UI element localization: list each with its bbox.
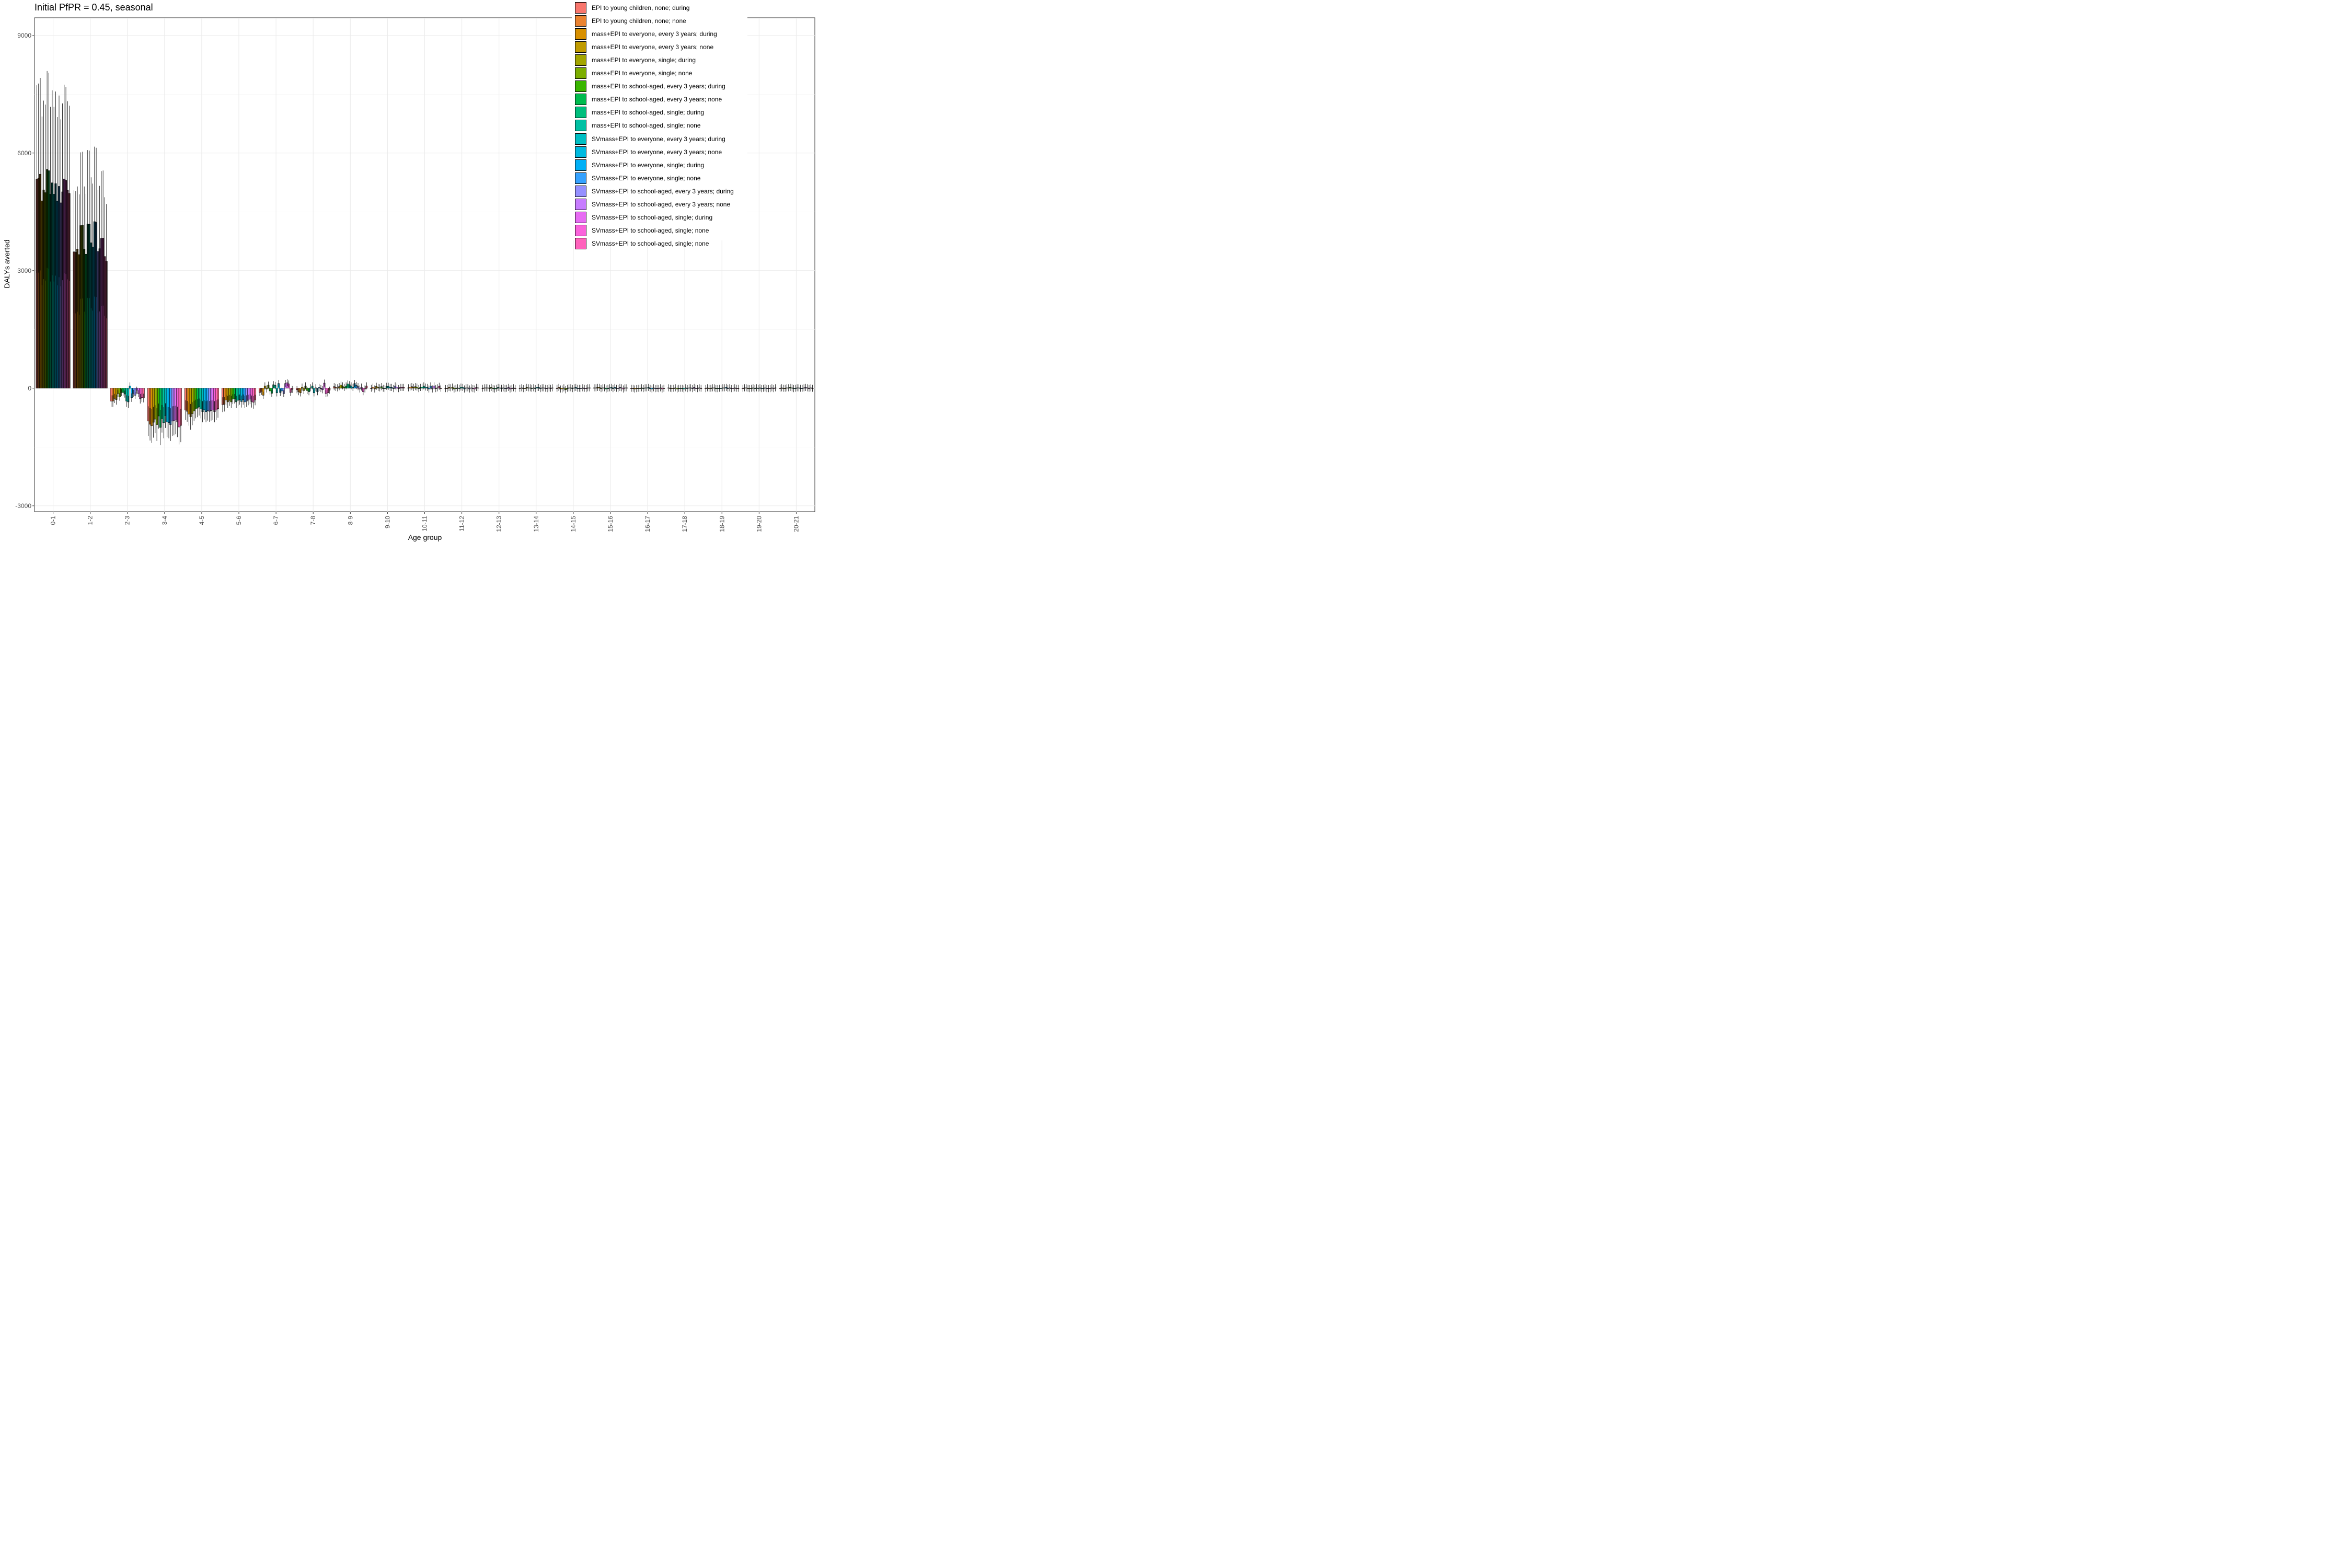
- legend-item: mass+EPI to everyone, every 3 years; non…: [575, 40, 713, 53]
- legend-item: SVmass+EPI to school-aged, single; durin…: [575, 211, 712, 224]
- legend-label: mass+EPI to school-aged, single; during: [592, 109, 705, 117]
- x-tick-label: 5-6: [235, 516, 243, 525]
- legend-key-swatch: [575, 146, 586, 158]
- legend-key-swatch: [575, 54, 586, 66]
- legend-key-swatch: [575, 199, 586, 210]
- legend-item: mass+EPI to school-aged, every 3 years; …: [575, 80, 725, 93]
- legend-label: SVmass+EPI to school-aged, single; durin…: [592, 214, 713, 222]
- legend-label: SVmass+EPI to school-aged, single; none: [592, 240, 709, 248]
- legend-label: mass+EPI to school-aged, single; none: [592, 122, 701, 130]
- legend-key-swatch: [575, 80, 586, 93]
- legend-label: mass+EPI to everyone, every 3 years; dur…: [592, 30, 717, 38]
- legend-label: SVmass+EPI to everyone, every 3 years; d…: [592, 135, 725, 143]
- x-tick-label: 18-19: [718, 516, 725, 532]
- legend-label: mass+EPI to everyone, single; during: [592, 56, 696, 64]
- x-tick-label: 6-7: [272, 516, 280, 525]
- legend-key-swatch: [575, 41, 586, 53]
- legend-key-swatch: [575, 28, 586, 40]
- x-tick-label: 19-20: [755, 516, 763, 532]
- legend-key-swatch: [575, 2, 586, 14]
- legend-label: SVmass+EPI to school-aged, single; none: [592, 227, 709, 235]
- legend-item: mass+EPI to everyone, single; during: [575, 53, 696, 66]
- legend-item: mass+EPI to school-aged, single; during: [575, 106, 704, 119]
- y-axis: -3000 0 3000 6000 9000: [15, 32, 34, 510]
- error-bars-layer: [37, 71, 813, 445]
- legend-item: mass+EPI to everyone, single; none: [575, 67, 692, 80]
- chart-title: Initial PfPR = 0.45, seasonal: [34, 2, 153, 13]
- y-tick-label: 9000: [17, 32, 31, 39]
- legend-key-swatch: [575, 133, 586, 145]
- bars-layer: [36, 169, 814, 428]
- legend-key-swatch: [575, 107, 586, 119]
- y-tick-label: 6000: [17, 149, 31, 157]
- x-tick-label: 13-14: [533, 516, 540, 532]
- legend-label: SVmass+EPI to school-aged, every 3 years…: [592, 187, 734, 195]
- legend-item: SVmass+EPI to everyone, single; during: [575, 158, 704, 171]
- legend-label: SVmass+EPI to school-aged, every 3 years…: [592, 201, 731, 208]
- legend-key-swatch: [575, 120, 586, 132]
- legend-key-swatch: [575, 15, 586, 27]
- legend: EPI to young children, none; during EPI t…: [572, 0, 747, 250]
- legend-key-swatch: [575, 225, 586, 237]
- x-tick-label: 15-16: [607, 516, 614, 532]
- x-tick-label: 7-8: [309, 516, 317, 525]
- legend-key-swatch: [575, 94, 586, 106]
- x-axis: 0-1 1-2 2-3 3-4 4-5 5-6 6-7 7-8 8-9 9-10 10-11 11-1…: [50, 512, 800, 532]
- legend-label: EPI to young children, none; none: [592, 17, 686, 25]
- legend-label: mass+EPI to everyone, every 3 years; non…: [592, 43, 714, 51]
- legend-item: SVmass+EPI to school-aged, single; none: [575, 237, 709, 250]
- legend-item: EPI to young children, none; during: [575, 1, 689, 14]
- legend-key-swatch: [575, 212, 586, 224]
- legend-key-swatch: [575, 238, 586, 250]
- legend-label: EPI to young children, none; during: [592, 4, 690, 11]
- x-tick-label: 10-11: [421, 516, 429, 532]
- legend-label: SVmass+EPI to everyone, single; during: [592, 161, 705, 169]
- legend-item: SVmass+EPI to school-aged, single; none: [575, 224, 709, 237]
- legend-item: SVmass+EPI to everyone, every 3 years; n…: [575, 145, 722, 158]
- x-tick-label: 8-9: [347, 516, 354, 525]
- legend-item: SVmass+EPI to school-aged, every 3 years…: [575, 185, 734, 198]
- legend-item: mass+EPI to everyone, every 3 years; dur…: [575, 27, 717, 40]
- legend-key-swatch: [575, 172, 586, 184]
- legend-label: mass+EPI to everyone, single; none: [592, 70, 693, 77]
- legend-key-swatch: [575, 67, 586, 79]
- x-tick-label: 16-17: [644, 516, 651, 532]
- x-tick-label: 20-21: [792, 516, 800, 532]
- x-tick-label: 2-3: [124, 516, 131, 525]
- legend-item: EPI to young children, none; none: [575, 14, 686, 27]
- x-tick-label: 9-10: [384, 516, 391, 528]
- x-tick-label: 17-18: [681, 516, 688, 532]
- legend-item: SVmass+EPI to everyone, single; none: [575, 171, 700, 185]
- legend-item: mass+EPI to school-aged, every 3 years; …: [575, 93, 722, 106]
- legend-label: SVmass+EPI to everyone, every 3 years; n…: [592, 148, 722, 156]
- legend-item: SVmass+EPI to everyone, every 3 years; d…: [575, 132, 725, 145]
- x-tick-label: 4-5: [198, 516, 205, 525]
- x-tick-label: 12-13: [495, 516, 503, 532]
- x-tick-label: 11-12: [458, 516, 466, 532]
- x-tick-label: 14-15: [570, 516, 577, 532]
- x-axis-label: Age group: [408, 533, 442, 541]
- y-tick-label: 3000: [17, 267, 31, 274]
- legend-label: SVmass+EPI to everyone, single; none: [592, 174, 701, 182]
- legend-label: mass+EPI to school-aged, every 3 years; …: [592, 83, 725, 90]
- legend-label: mass+EPI to school-aged, every 3 years; …: [592, 96, 722, 103]
- legend-item: mass+EPI to school-aged, single; none: [575, 119, 700, 132]
- x-tick-label: 1-2: [87, 516, 94, 525]
- y-tick-label: 0: [28, 385, 31, 392]
- y-tick-label: -3000: [15, 502, 31, 510]
- x-tick-label: 3-4: [161, 516, 168, 525]
- legend-key-swatch: [575, 185, 586, 197]
- legend-item: SVmass+EPI to school-aged, every 3 years…: [575, 198, 730, 211]
- x-tick-label: 0-1: [50, 516, 57, 525]
- legend-key-swatch: [575, 159, 586, 171]
- y-axis-label: DALYs averted: [3, 239, 11, 289]
